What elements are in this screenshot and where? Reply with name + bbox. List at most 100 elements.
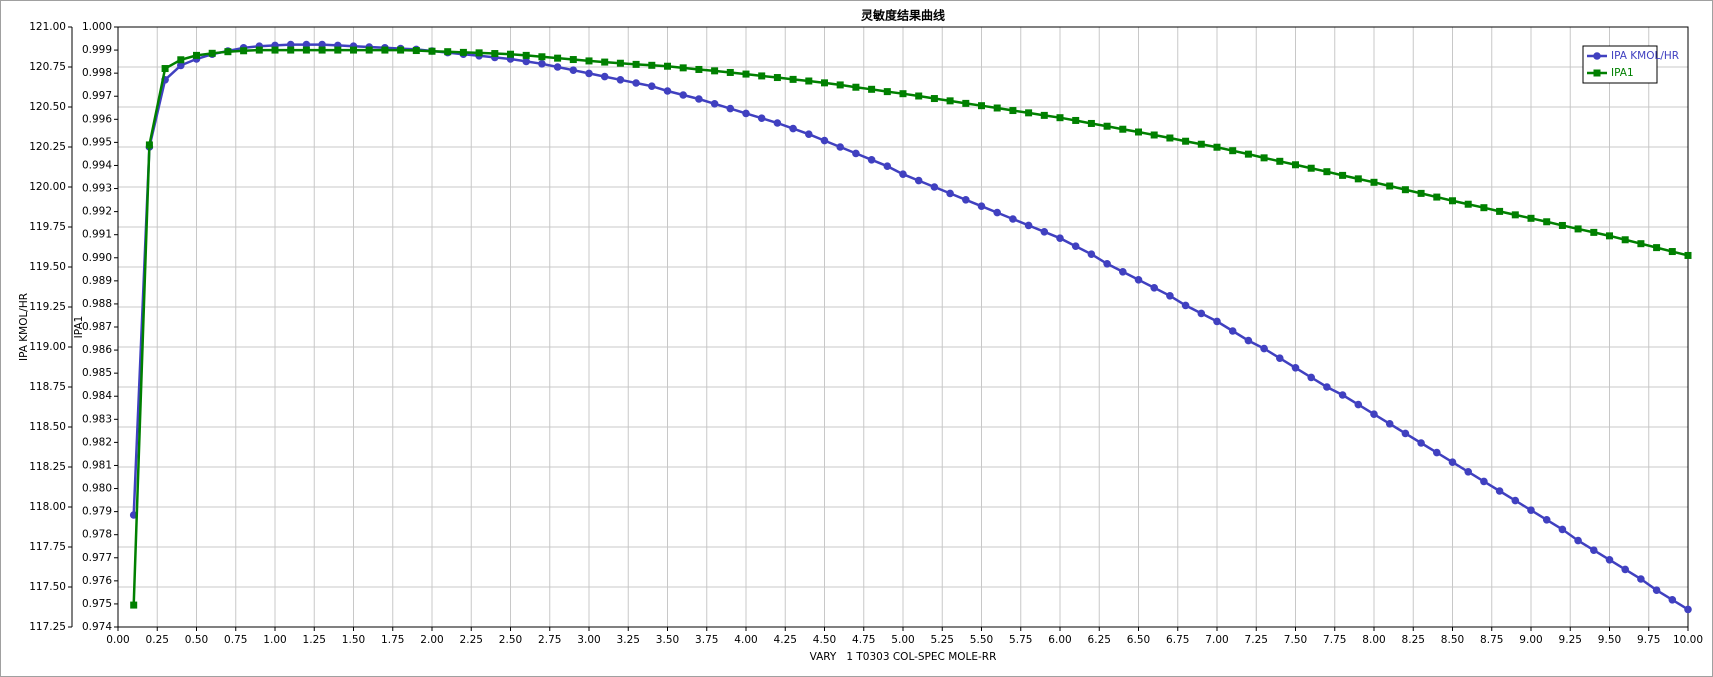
data-point: [365, 46, 373, 54]
data-point: [1135, 128, 1142, 136]
data-point: [569, 66, 578, 74]
y-tick-label: 121.00: [29, 21, 66, 33]
data-point: [946, 97, 954, 105]
data-point: [758, 72, 766, 80]
data-point: [679, 91, 687, 99]
y-tick-label: 117.75: [29, 541, 66, 553]
data-point: [1056, 114, 1064, 122]
data-point: [1182, 137, 1190, 145]
data-point: [1543, 218, 1551, 226]
x-tick-label: 0.25: [146, 634, 169, 646]
data-point: [1071, 242, 1080, 250]
data-point: [1323, 168, 1331, 176]
y-tick-label: 120.00: [29, 181, 66, 193]
data-point: [1087, 119, 1095, 127]
data-point: [632, 79, 640, 87]
data-point: [1542, 516, 1551, 524]
data-point: [1464, 200, 1472, 208]
y2-tick-label: 0.987: [82, 321, 112, 333]
data-point: [1652, 586, 1661, 594]
y2-tick-label: 0.992: [82, 206, 112, 218]
data-point: [1197, 140, 1205, 148]
data-point: [820, 136, 829, 145]
data-point: [757, 114, 766, 122]
data-point: [585, 69, 593, 78]
data-point: [1072, 116, 1080, 124]
data-point: [1370, 410, 1378, 419]
y2-tick-label: 0.986: [82, 344, 112, 356]
y2-tick-label: 0.982: [82, 436, 112, 448]
data-point: [726, 68, 734, 76]
data-point: [852, 149, 860, 158]
series-line: [132, 43, 1689, 611]
x-tick-label: 6.50: [1127, 634, 1150, 646]
y-tick-label: 117.25: [29, 621, 66, 633]
data-point: [1574, 225, 1582, 233]
x-tick-label: 2.25: [460, 634, 483, 646]
y-tick-label: 118.75: [29, 381, 66, 393]
data-point: [1558, 525, 1567, 534]
data-point: [914, 176, 923, 185]
data-point: [664, 62, 671, 70]
data-point: [475, 49, 483, 57]
data-point: [1605, 556, 1614, 564]
x-tick-label: 8.50: [1441, 634, 1464, 646]
y2-tick-label: 0.997: [82, 90, 112, 102]
data-point: [773, 119, 782, 127]
data-point: [130, 601, 138, 609]
data-point: [1134, 276, 1143, 284]
y2-tick-label: 0.979: [82, 506, 112, 518]
data-point: [962, 196, 970, 204]
x-tick-label: 4.50: [813, 634, 836, 646]
data-point: [1653, 244, 1661, 252]
data-point: [1213, 317, 1221, 326]
data-point: [1025, 109, 1033, 117]
data-point: [1527, 214, 1535, 222]
data-point: [1448, 458, 1457, 467]
data-point: [177, 61, 185, 70]
data-point: [444, 48, 452, 56]
data-point: [883, 162, 892, 170]
y2-tick-label: 0.976: [82, 575, 112, 587]
data-point: [1087, 250, 1096, 258]
y2-tick-label: 0.990: [82, 252, 112, 264]
y-axis-title: IPA KMOL/HR: [18, 293, 30, 361]
y2-tick-label: 0.985: [82, 367, 112, 379]
data-point: [240, 47, 248, 55]
x-tick-label: 9.25: [1559, 634, 1582, 646]
x-tick-label: 8.75: [1480, 634, 1503, 646]
x-tick-label: 2.00: [420, 634, 443, 646]
data-point: [1323, 383, 1331, 391]
y2-tick-label: 0.998: [82, 67, 112, 79]
data-point: [1229, 147, 1237, 155]
x-tick-label: 7.00: [1205, 634, 1228, 646]
data-point: [318, 40, 326, 49]
x-tick-label: 9.75: [1637, 634, 1660, 646]
data-point: [679, 64, 687, 72]
data-point: [1684, 605, 1692, 614]
data-point: [1480, 204, 1488, 212]
y-tick-label: 120.75: [29, 61, 66, 73]
y2-axis-title: IPA1: [73, 316, 85, 339]
data-point: [1354, 400, 1363, 409]
data-point: [821, 79, 828, 87]
y2-tick-label: 0.981: [82, 459, 112, 471]
x-tick-label: 3.50: [656, 634, 679, 646]
x-tick-label: 9.50: [1598, 634, 1621, 646]
data-point: [1668, 596, 1677, 604]
y2-tick-label: 0.988: [82, 298, 112, 310]
x-tick-label: 8.00: [1362, 634, 1385, 646]
data-point: [302, 40, 311, 49]
x-tick-label: 7.25: [1245, 634, 1268, 646]
data-point: [1511, 211, 1519, 219]
y-tick-label: 118.50: [29, 421, 66, 433]
x-tick-label: 3.25: [617, 634, 640, 646]
data-point: [1684, 251, 1692, 259]
data-point: [930, 95, 938, 103]
data-point: [538, 60, 546, 68]
x-tick-label: 6.25: [1088, 634, 1111, 646]
data-point: [1574, 536, 1582, 545]
data-point: [600, 72, 609, 81]
x-tick-label: 7.50: [1284, 634, 1307, 646]
